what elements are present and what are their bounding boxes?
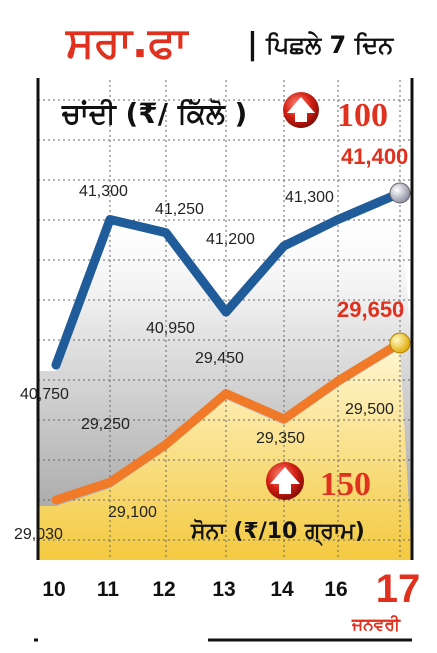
x-tick-label: 13	[212, 578, 235, 601]
silver-data-label: 41,400	[341, 144, 408, 169]
silver-data-label: 41,200	[206, 231, 255, 248]
x-tick-label: 16	[324, 578, 347, 601]
x-tick-label: 14	[270, 578, 294, 601]
gold-up-arrow-icon	[266, 462, 304, 500]
silver-endpoint-marker	[389, 182, 411, 204]
gold-area-shade	[38, 349, 412, 560]
grid-lines	[38, 80, 412, 560]
silver-data-labels: 40,750 41,300 41,250 40,950 41,200 41,30…	[20, 144, 408, 403]
silver-heading: ਚਾਂਦੀ (₹/ ਕਿੱਲੋ ) 100	[61, 92, 388, 134]
silver-up-arrow-icon	[283, 92, 319, 128]
gold-endpoint-marker	[389, 332, 411, 354]
title-separator: |	[247, 27, 258, 62]
gold-data-label: 29,030	[14, 526, 63, 543]
gold-heading: 150 ਸੋਨਾ (₹/10 ਗ੍ਰਾਮ)	[190, 462, 371, 547]
x-tick-label: 12	[152, 578, 175, 601]
silver-data-label: 41,300	[79, 183, 128, 200]
silver-title: ਚਾਂਦੀ (₹/ ਕਿੱਲੋ )	[61, 97, 247, 130]
gold-data-label: 29,450	[195, 350, 244, 367]
header: ਸਰਾ.ਫਾ | ਪਿਛਲੇ 7 ਦਿਨ	[65, 18, 394, 67]
gold-title: ਸੋਨਾ (₹/10 ਗ੍ਰਾਮ)	[190, 518, 365, 547]
x-tick-label: 11	[97, 578, 120, 601]
gold-data-label: 29,100	[108, 504, 157, 521]
silver-series-line	[51, 188, 405, 370]
silver-data-label: 40,950	[146, 320, 195, 337]
gold-data-label: 29,350	[256, 430, 305, 447]
gold-data-label: 29,500	[345, 401, 394, 418]
x-tick-label: 10	[42, 578, 65, 601]
gold-data-label: 29,650	[337, 297, 404, 322]
gold-data-labels: 29,030 29,100 29,250 29,450 29,350 29,50…	[14, 297, 404, 543]
axis-frame	[34, 78, 414, 642]
silver-change-value: 100	[337, 97, 388, 134]
x-tick-label: 17	[376, 567, 421, 611]
x-axis: 10 11 12 13 14 16 17	[42, 567, 420, 611]
silver-data-label: 41,250	[155, 201, 204, 218]
gold-series-line	[51, 338, 405, 505]
page-subtitle: ਪਿਛਲੇ 7 ਦਿਨ	[265, 31, 394, 59]
gold-change-value: 150	[320, 466, 371, 503]
month-label: ਜਨਵਰੀ	[351, 615, 401, 635]
page-title: ਸਰਾ.ਫਾ	[65, 18, 189, 67]
silver-data-label: 40,750	[20, 386, 69, 403]
silver-data-label: 41,300	[285, 189, 334, 206]
gold-data-label: 29,250	[81, 416, 130, 433]
